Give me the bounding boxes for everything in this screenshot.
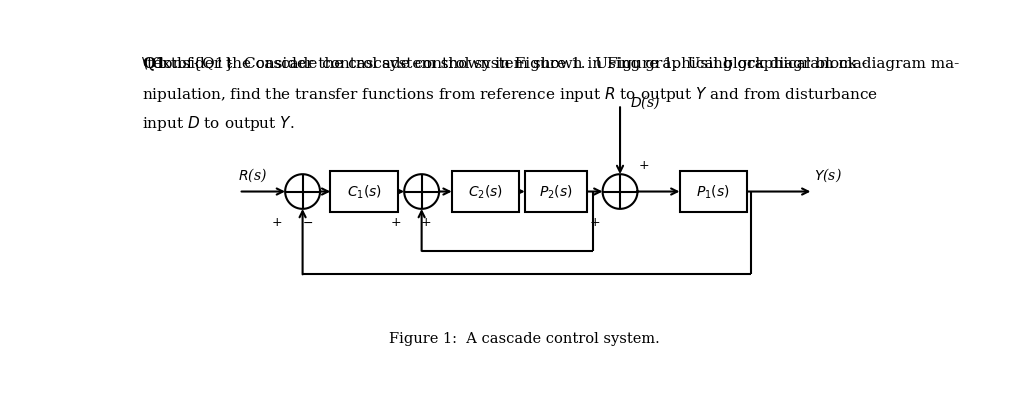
Text: Consider the cascade control system shown in Figure 1.  Using graphical block di: Consider the cascade control system show… xyxy=(142,56,867,70)
Text: +: + xyxy=(639,159,649,172)
Bar xyxy=(524,172,587,212)
Bar xyxy=(680,172,748,212)
Text: \textbf{Q1}  Consider the cascade control system shown in Figure 1.  Using graph: \textbf{Q1} Consider the cascade control… xyxy=(142,56,959,70)
Text: +: + xyxy=(590,215,600,228)
Bar xyxy=(331,172,398,212)
Bar xyxy=(452,172,519,212)
Text: $P_1(s)$: $P_1(s)$ xyxy=(696,183,730,201)
Text: $R$(s): $R$(s) xyxy=(238,166,266,184)
Text: +: + xyxy=(272,215,283,228)
Text: $C_2(s)$: $C_2(s)$ xyxy=(468,183,503,201)
Text: $-$: $-$ xyxy=(302,215,313,228)
Text: $C_1(s)$: $C_1(s)$ xyxy=(346,183,382,201)
Text: nipulation, find the transfer functions from reference input $R$ to output $Y$ a: nipulation, find the transfer functions … xyxy=(142,85,879,104)
Text: +: + xyxy=(421,215,432,228)
Text: +: + xyxy=(391,215,401,228)
Text: $Y$(s): $Y$(s) xyxy=(814,166,843,184)
Text: $P_2(s)$: $P_2(s)$ xyxy=(539,183,572,201)
Text: Q1: Q1 xyxy=(142,56,166,70)
Text: input $D$ to output $Y$.: input $D$ to output $Y$. xyxy=(142,114,295,133)
Text: $D$(s): $D$(s) xyxy=(630,93,659,111)
Text: Figure 1:  A cascade control system.: Figure 1: A cascade control system. xyxy=(389,332,660,345)
